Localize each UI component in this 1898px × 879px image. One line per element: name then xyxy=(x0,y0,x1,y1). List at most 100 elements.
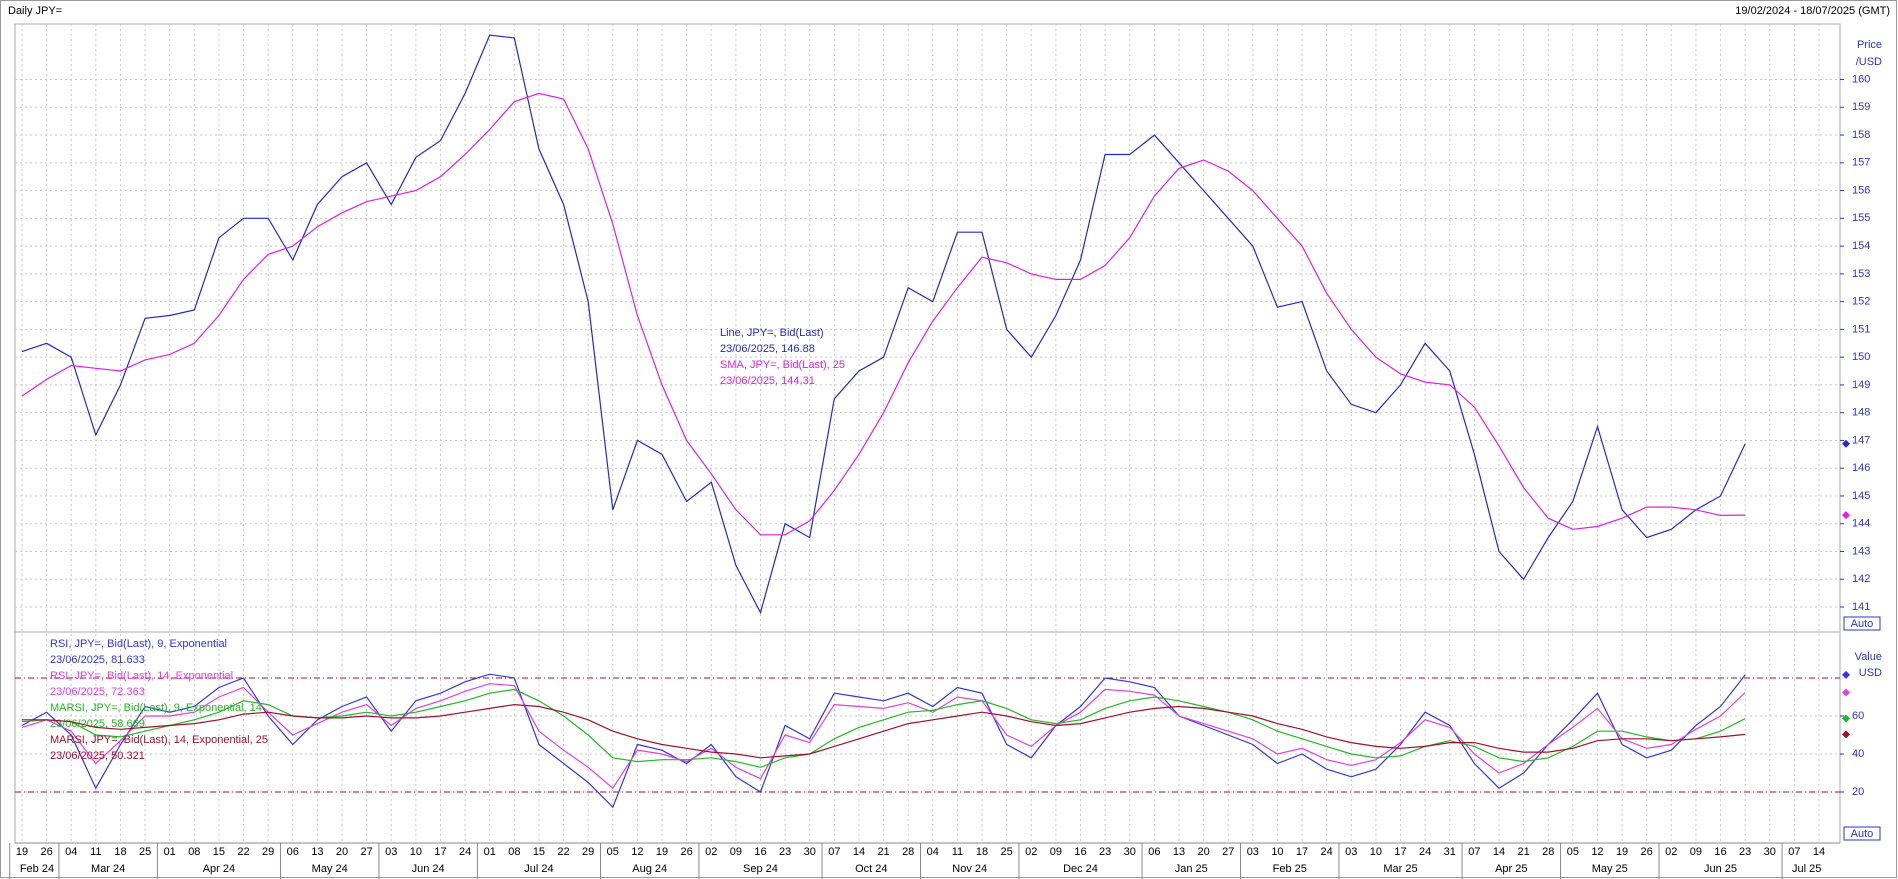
legend-name: MARSI, JPY=, Bid(Last), 14, Exponential,… xyxy=(50,734,268,746)
x-tick-label: 09 xyxy=(1050,846,1062,858)
y-axis-title: Price xyxy=(1857,39,1882,51)
x-tick-label: 08 xyxy=(188,846,200,858)
x-tick-label: 24 xyxy=(1419,846,1431,858)
x-tick-label: 15 xyxy=(213,846,225,858)
x-tick-label: 23 xyxy=(1099,846,1111,858)
last-value-marker xyxy=(1842,714,1850,723)
y-tick-label: 155 xyxy=(1852,212,1870,224)
y-tick-label: 159 xyxy=(1852,101,1870,113)
x-tick-label: 30 xyxy=(1124,846,1136,858)
x-tick-label: 13 xyxy=(311,846,323,858)
x-tick-label: 05 xyxy=(1567,846,1579,858)
y-tick-label: 157 xyxy=(1852,157,1870,169)
x-tick-label: 30 xyxy=(804,846,816,858)
last-value-marker xyxy=(1842,688,1850,697)
x-tick-label: 02 xyxy=(705,846,717,858)
month-label: May 24 xyxy=(312,863,348,875)
x-tick-label: 20 xyxy=(336,846,348,858)
y-tick-label: 150 xyxy=(1852,351,1870,363)
y-tick-label: 20 xyxy=(1852,786,1864,798)
x-tick-label: 04 xyxy=(65,846,77,858)
x-tick-label: 09 xyxy=(730,846,742,858)
last-value-marker xyxy=(1842,670,1850,679)
x-tick-label: 11 xyxy=(952,846,963,858)
month-label: Sep 24 xyxy=(743,863,778,875)
x-tick-label: 18 xyxy=(114,846,126,858)
x-tick-label: 04 xyxy=(927,846,939,858)
x-tick-label: 06 xyxy=(287,846,299,858)
x-tick-label: 16 xyxy=(1074,846,1086,858)
x-tick-label: 21 xyxy=(877,846,889,858)
y-tick-label: 143 xyxy=(1852,545,1870,557)
x-tick-label: 16 xyxy=(754,846,766,858)
y-tick-label: 153 xyxy=(1852,268,1870,280)
y-tick-label: 149 xyxy=(1852,379,1870,391)
auto-button[interactable] xyxy=(1843,616,1881,631)
x-tick-label: 13 xyxy=(1173,846,1185,858)
legend-last-value: 23/06/2025, 58.669 xyxy=(50,718,145,730)
x-tick-label: 24 xyxy=(1321,846,1333,858)
y-tick-label: 40 xyxy=(1852,748,1864,760)
x-tick-label: 17 xyxy=(1296,846,1308,858)
y-tick-label: 147 xyxy=(1852,434,1870,446)
y-axis-title: Value xyxy=(1855,651,1882,663)
x-tick-label: 29 xyxy=(262,846,274,858)
x-tick-label: 10 xyxy=(410,846,422,858)
y-tick-label: 146 xyxy=(1852,462,1870,474)
auto-button-label[interactable]: Auto xyxy=(1851,828,1874,840)
x-tick-label: 19 xyxy=(16,846,28,858)
y-tick-label: 154 xyxy=(1852,240,1870,252)
x-tick-label: 08 xyxy=(508,846,520,858)
legend-name: MARSI, JPY=, Bid(Last), 9, Exponential, … xyxy=(50,702,262,714)
x-tick-label: 07 xyxy=(828,846,840,858)
x-tick-label: 03 xyxy=(1247,846,1259,858)
month-label: Jul 25 xyxy=(1792,863,1821,875)
x-tick-label: 16 xyxy=(1714,846,1726,858)
month-label: Dec 24 xyxy=(1063,863,1098,875)
x-tick-label: 06 xyxy=(1148,846,1160,858)
x-tick-label: 03 xyxy=(385,846,397,858)
x-tick-label: 14 xyxy=(1813,846,1825,858)
legend-last-value: 23/06/2025, 72.363 xyxy=(50,686,145,698)
x-tick-label: 17 xyxy=(434,846,446,858)
month-label: Apr 25 xyxy=(1495,863,1527,875)
series-line xyxy=(21,34,1746,615)
x-tick-label: 07 xyxy=(1468,846,1480,858)
x-tick-label: 10 xyxy=(1370,846,1382,858)
month-label: Mar 24 xyxy=(91,863,125,875)
y-axis-unit: /USD xyxy=(1856,56,1882,68)
last-value-marker xyxy=(1842,511,1850,520)
series-line xyxy=(21,683,1746,790)
auto-button[interactable] xyxy=(1843,826,1881,841)
y-tick-label: 60 xyxy=(1852,710,1864,722)
month-label: Feb 24 xyxy=(20,863,54,875)
auto-button-label[interactable]: Auto xyxy=(1851,618,1874,630)
x-tick-label: 09 xyxy=(1690,846,1702,858)
y-tick-label: 151 xyxy=(1852,323,1870,335)
x-tick-label: 03 xyxy=(1345,846,1357,858)
x-tick-label: 27 xyxy=(361,846,373,858)
legend-last-value: 23/06/2025, 144.31 xyxy=(720,375,815,387)
x-tick-label: 25 xyxy=(1001,846,1013,858)
x-tick-label: 26 xyxy=(1641,846,1653,858)
x-tick-label: 12 xyxy=(1591,846,1603,858)
x-tick-label: 05 xyxy=(607,846,619,858)
y-tick-label: 144 xyxy=(1852,518,1870,530)
last-value-marker xyxy=(1842,730,1850,739)
legend-last-value: 23/06/2025, 81.633 xyxy=(50,654,145,666)
y-tick-label: 160 xyxy=(1852,73,1870,85)
x-tick-label: 01 xyxy=(164,846,176,858)
x-tick-label: 24 xyxy=(459,846,471,858)
x-tick-label: 07 xyxy=(1788,846,1800,858)
y-tick-label: 152 xyxy=(1852,296,1870,308)
x-tick-label: 17 xyxy=(1394,846,1406,858)
y-tick-label: 156 xyxy=(1852,184,1870,196)
x-tick-label: 25 xyxy=(139,846,151,858)
x-tick-label: 18 xyxy=(976,846,988,858)
x-tick-label: 21 xyxy=(1517,846,1529,858)
x-tick-label: 12 xyxy=(631,846,643,858)
x-tick-label: 14 xyxy=(853,846,865,858)
